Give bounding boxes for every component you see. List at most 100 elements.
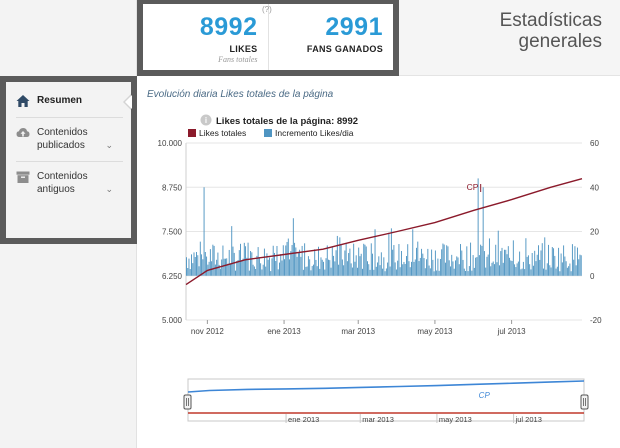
bar	[404, 263, 406, 276]
bar	[300, 256, 302, 276]
stats-help-mark[interactable]: (?)	[262, 5, 272, 14]
bar	[277, 269, 279, 276]
bar	[218, 264, 220, 276]
chevron-down-icon[interactable]: ⌄	[105, 184, 113, 194]
bar	[356, 267, 358, 276]
bar	[336, 235, 338, 276]
section-title: Evolución diaria Likes totales de la pág…	[147, 89, 334, 100]
sidebar-item-resumen[interactable]: Resumen	[16, 86, 132, 118]
bar	[466, 246, 468, 276]
bar	[488, 238, 490, 276]
bar	[553, 248, 555, 276]
sidebar-item-contenidos-publicados[interactable]: Contenidos publicados ⌄	[16, 118, 123, 162]
y-right-tick-label: -20	[590, 316, 602, 325]
navigator-tick-label: ene 2013	[288, 415, 319, 424]
sidebar: Resumen Contenidos publicados ⌄ Contenid…	[0, 76, 137, 244]
bar	[261, 269, 263, 276]
bar	[339, 237, 341, 276]
bar	[570, 271, 572, 276]
navigator-left-handle[interactable]	[183, 394, 192, 410]
bar	[575, 265, 577, 276]
bar	[389, 266, 391, 276]
y-axis-right: 60 40 20 0 -20	[590, 139, 602, 325]
bar	[571, 244, 573, 276]
bar	[502, 262, 504, 276]
bar	[224, 258, 226, 276]
bar	[334, 261, 336, 276]
cp-annotation[interactable]: CP	[467, 182, 482, 192]
bar	[538, 245, 539, 276]
legend-item-likes[interactable]: Likes totales	[199, 128, 246, 138]
bar	[221, 259, 223, 276]
bar	[203, 187, 205, 276]
bar	[316, 266, 318, 276]
bar	[529, 264, 531, 276]
bar	[330, 267, 332, 276]
bar	[522, 261, 524, 276]
bar	[256, 255, 258, 276]
bar	[457, 257, 459, 276]
svg-text:i: i	[205, 116, 207, 125]
bar	[524, 269, 526, 276]
bar	[417, 241, 419, 276]
bar	[276, 245, 278, 276]
bar	[543, 268, 544, 276]
bar	[265, 266, 267, 276]
bar	[187, 268, 189, 276]
bar	[568, 266, 570, 276]
chevron-down-icon[interactable]: ⌄	[105, 140, 113, 150]
sidebar-item-contenidos-antiguos[interactable]: Contenidos antiguos ⌄	[16, 162, 123, 205]
navigator-axis: ene 2013 mar 2013 may 2013 jul 2013	[285, 414, 542, 424]
bar	[385, 268, 387, 276]
bar	[477, 178, 479, 276]
bar	[243, 242, 245, 276]
bar	[467, 271, 469, 276]
bar	[374, 229, 376, 276]
x-tick-label: may 2013	[417, 327, 453, 336]
info-icon[interactable]: i	[200, 114, 212, 126]
bar	[328, 259, 329, 276]
bar	[359, 256, 361, 276]
bar	[549, 265, 551, 276]
navigator-right-handle[interactable]	[580, 394, 589, 410]
bar	[419, 257, 421, 276]
bar	[516, 263, 518, 276]
legend-item-incremento[interactable]: Incremento Likes/dia	[275, 128, 354, 138]
y-left-tick-label: 6.250	[162, 272, 183, 281]
bar	[272, 245, 274, 276]
bar	[563, 245, 565, 276]
bar	[321, 259, 323, 276]
fans-ganados-stat: 2991 FANS GANADOS	[267, 4, 394, 70]
bar	[565, 261, 567, 276]
bar	[407, 244, 409, 276]
y-right-tick-label: 0	[590, 272, 595, 281]
bar	[514, 264, 516, 276]
bar	[478, 255, 480, 276]
bar	[408, 261, 410, 276]
bar	[253, 266, 255, 276]
bar	[494, 264, 495, 276]
bar	[446, 245, 448, 276]
bar	[559, 271, 561, 276]
bar	[394, 262, 396, 276]
y-axis-left: 10.000 8.750 7.500 6.250 5.000	[158, 139, 183, 325]
bar	[392, 249, 394, 276]
likes-chart[interactable]: 10.000 8.750 7.500 6.250 5.000 60 40 20 0 -20 no…	[138, 77, 620, 448]
bar	[354, 261, 356, 276]
likes-value: 8992	[199, 13, 258, 41]
bar	[431, 249, 433, 276]
y-left-tick-label: 10.000	[158, 139, 183, 148]
bar	[414, 259, 416, 276]
navigator[interactable]: ene 2013 mar 2013 may 2013 jul 2013 CP	[183, 378, 589, 424]
bar	[223, 258, 225, 276]
bar	[266, 253, 268, 276]
bar	[433, 271, 435, 276]
bar	[383, 257, 385, 276]
x-axis: nov 2012 ene 2013 mar 2013 may 2013 jul 2013	[191, 320, 526, 336]
bar	[238, 250, 240, 276]
bar	[476, 257, 478, 276]
bar	[296, 256, 298, 276]
bar	[206, 256, 208, 276]
bar	[495, 244, 497, 276]
bar	[501, 247, 503, 276]
